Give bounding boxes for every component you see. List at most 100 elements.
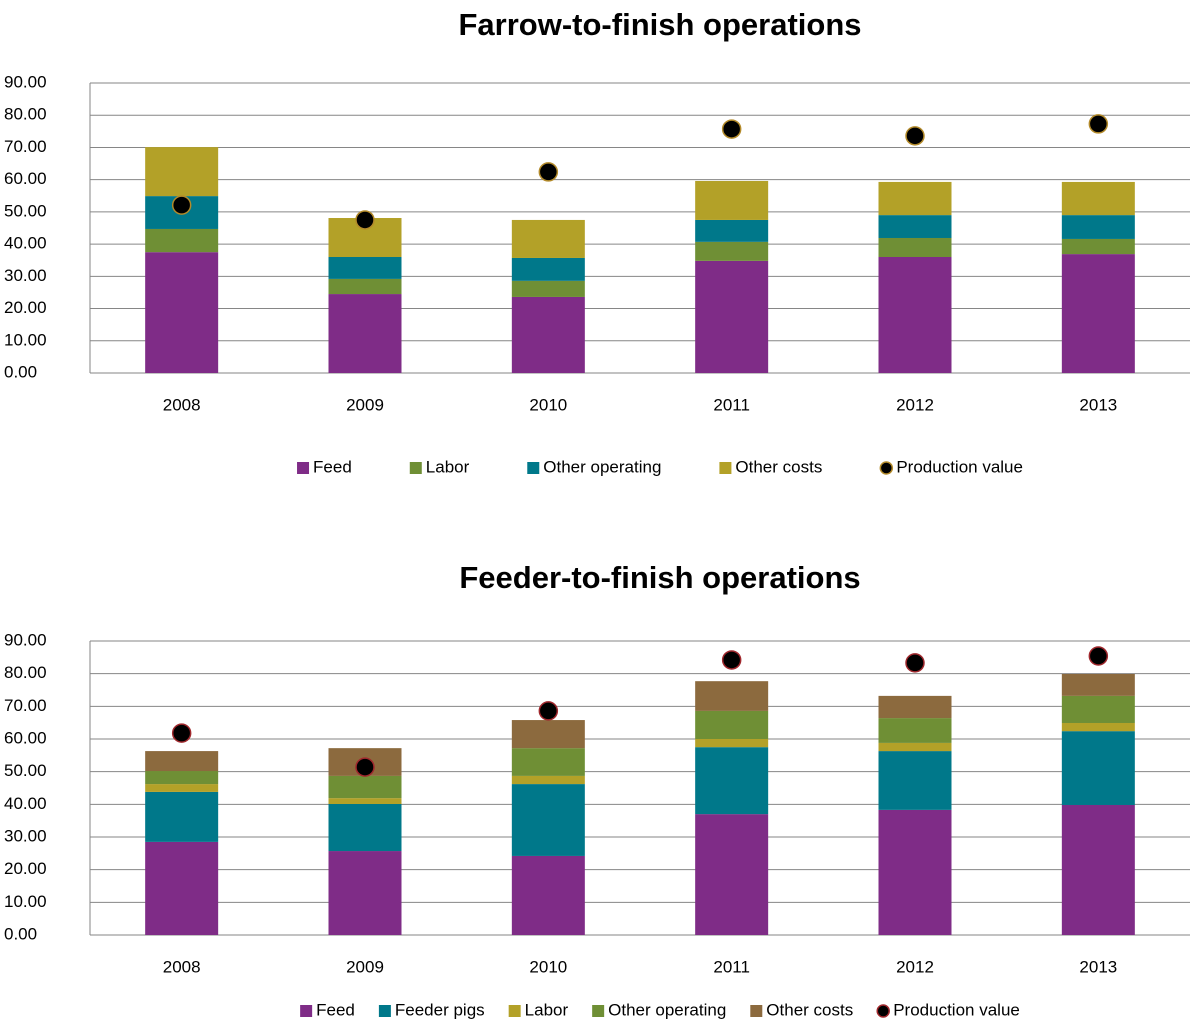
x-tick-label: 2011 (713, 957, 750, 976)
legend-swatch (409, 462, 422, 474)
bar-segment (1061, 673, 1135, 696)
y-tick-label: 30.00 (4, 826, 47, 845)
legend-label: Other operating (543, 457, 661, 476)
bar-segment (695, 219, 769, 242)
bar-segment (511, 748, 585, 776)
bar-segment (328, 798, 402, 805)
y-tick-label: 0.00 (4, 362, 37, 381)
bar-segment (145, 771, 219, 785)
y-tick-label: 0.00 (4, 924, 37, 943)
y-tick-label: 30.00 (4, 266, 47, 285)
y-tick-label: 20.00 (4, 859, 47, 878)
bar-segment (878, 751, 952, 810)
legend-label: Feed (316, 1000, 355, 1019)
y-tick-label: 50.00 (4, 201, 47, 220)
bar-segment (878, 215, 952, 238)
legend-marker (879, 461, 894, 475)
legend-swatch (378, 1005, 391, 1017)
legend-swatch (719, 462, 732, 474)
legend-swatch (750, 1005, 763, 1017)
x-tick-label: 2010 (529, 395, 567, 414)
y-tick-label: 80.00 (4, 663, 47, 682)
bar-segment (145, 841, 219, 935)
production-marker (355, 210, 375, 230)
x-tick-label: 2008 (163, 957, 201, 976)
production-marker (1088, 646, 1109, 666)
bar-segment (145, 751, 219, 772)
chart: Feeder-to-finish operations 0.00 10.00 20.0… (4, 560, 1190, 1019)
bar-segment (695, 241, 769, 261)
bar-segment (328, 775, 402, 799)
bar-segment (1061, 695, 1135, 723)
bar-segment (511, 280, 585, 297)
bar-segment (878, 742, 952, 752)
legend-label: Other operating (608, 1000, 726, 1019)
bar-segment (1061, 722, 1135, 732)
bar-segment (1061, 254, 1135, 373)
x-tick-label: 2009 (346, 395, 384, 414)
legend-item: Labor (508, 1000, 568, 1019)
y-tick-label: 60.00 (4, 728, 47, 747)
bar-segment (328, 851, 402, 935)
y-tick-label: 70.00 (4, 696, 47, 715)
bar-segment (695, 710, 769, 739)
y-tick-label: 80.00 (4, 105, 47, 124)
x-tick-label: 2013 (1079, 957, 1117, 976)
y-tick-label: 10.00 (4, 892, 47, 911)
production-marker (171, 723, 192, 743)
production-marker (171, 195, 192, 215)
bar-segment (878, 809, 952, 935)
legend-label: Feed (313, 457, 352, 476)
chart-title: Feeder-to-finish operations (459, 560, 860, 595)
bar-segment (511, 219, 585, 258)
bar-segment (1061, 215, 1135, 239)
y-tick-label: 90.00 (4, 72, 47, 91)
bar-segment (511, 720, 585, 749)
bar-segment (878, 718, 952, 743)
legend-swatch (508, 1005, 521, 1017)
bar-segment (695, 814, 769, 935)
chart-title: Farrow-to-finish operations (459, 7, 862, 42)
bar-segment (511, 775, 585, 785)
bar-segment (145, 791, 219, 842)
x-tick-label: 2011 (713, 395, 750, 414)
legend-label: Production value (896, 457, 1023, 476)
production-marker (721, 119, 742, 139)
bar-segment (328, 278, 402, 295)
production-marker (538, 701, 559, 721)
legend-swatch (300, 1005, 313, 1017)
production-marker (905, 653, 925, 673)
legend-item: Production value (879, 457, 1023, 476)
bar-segment (511, 855, 585, 935)
legend-item: Labor (409, 457, 470, 476)
chart: Farrow-to-finish operations 0.00 10.00 20.0… (4, 7, 1190, 476)
production-marker (538, 162, 559, 182)
y-tick-label: 90.00 (4, 630, 47, 649)
x-tick-label: 2012 (896, 395, 934, 414)
legend-item: Feed (300, 1000, 355, 1019)
bar-segment (695, 747, 769, 815)
production-marker (355, 757, 375, 777)
y-tick-label: 40.00 (4, 234, 47, 253)
legend-item: Feeder pigs (378, 1000, 485, 1019)
bar-segment (328, 294, 402, 373)
x-tick-label: 2008 (163, 395, 201, 414)
x-tick-label: 2009 (346, 957, 384, 976)
legend-label: Labor (426, 457, 470, 476)
bar-segment (145, 228, 219, 253)
production-marker (721, 650, 742, 670)
legend-label: Production value (893, 1000, 1020, 1019)
legend-item: Other operating (527, 457, 661, 476)
bar-segment (1061, 731, 1135, 805)
legend-swatch (297, 462, 310, 474)
y-tick-label: 50.00 (4, 761, 47, 780)
y-tick-label: 70.00 (4, 137, 47, 156)
legend-swatch (527, 462, 540, 474)
x-tick-label: 2013 (1079, 395, 1117, 414)
legend: Feed Labor Other operating Other costs Produ… (297, 457, 1023, 476)
bar-segment (878, 181, 952, 216)
bar-segment (328, 257, 402, 279)
bar-segment (145, 784, 219, 792)
